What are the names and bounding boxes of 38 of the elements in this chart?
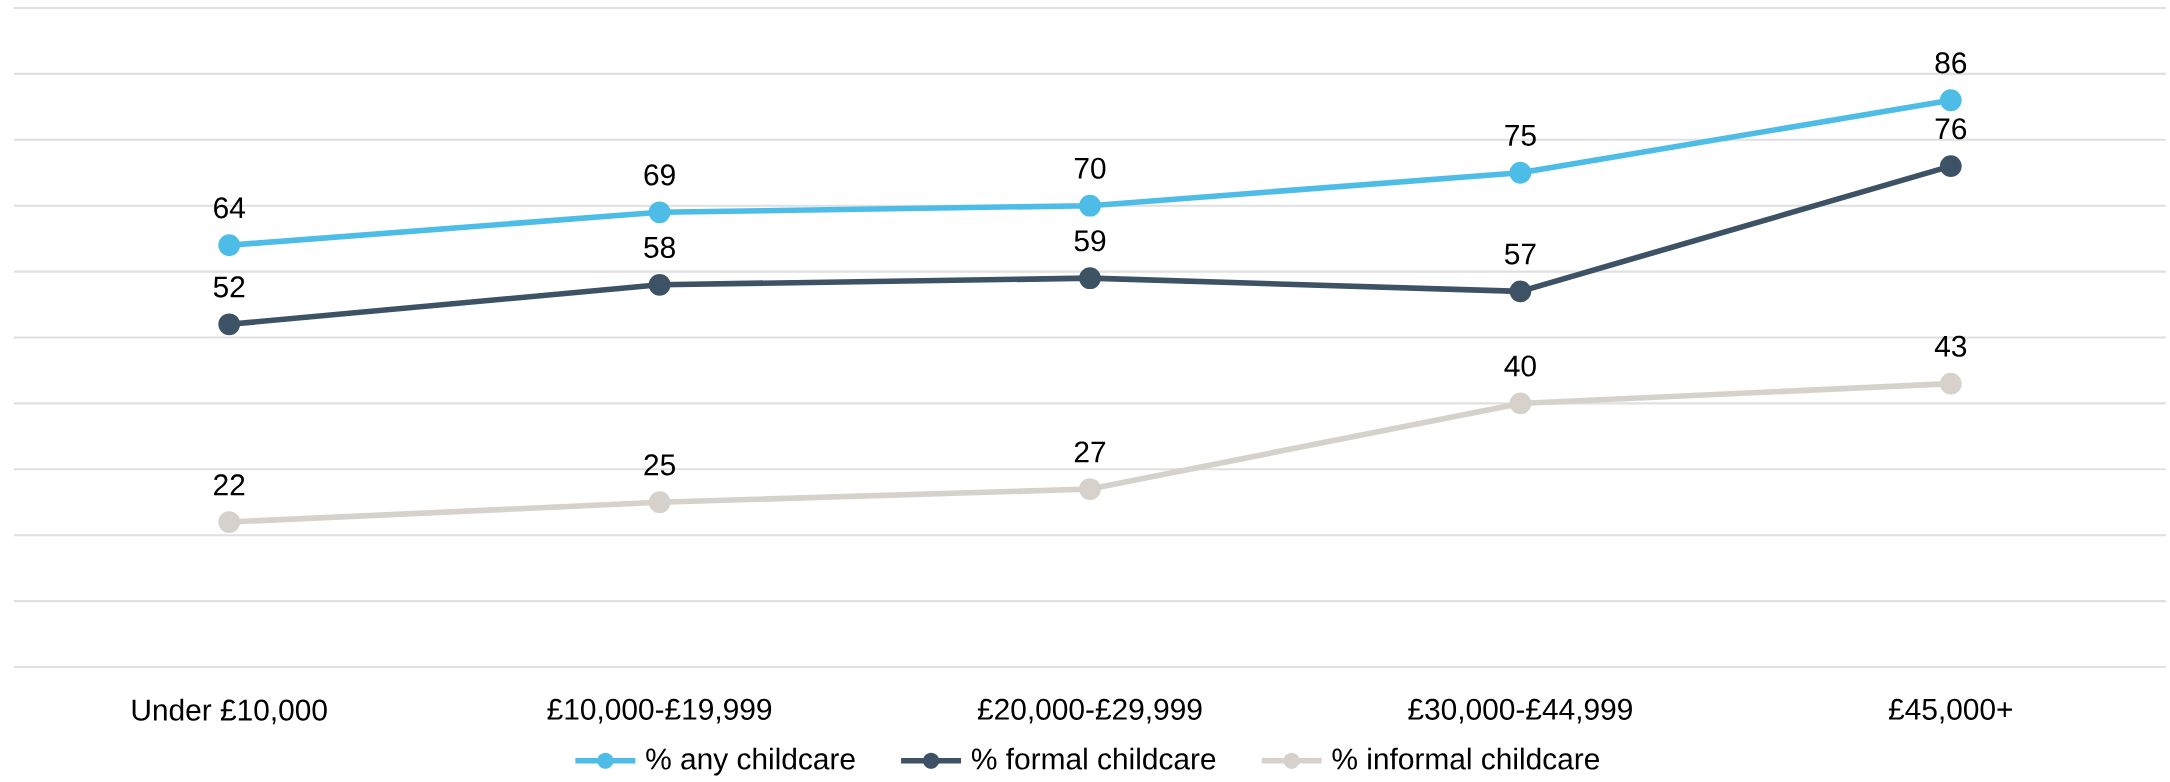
point [1939, 89, 1962, 112]
point [1509, 280, 1532, 303]
x-tick-label: £30,000-£44,999 [1408, 698, 1632, 724]
data-label: 27 [1074, 441, 1106, 463]
x-tick-label: Under £10,000 [132, 698, 327, 725]
point [648, 273, 671, 296]
point [218, 313, 241, 336]
data-label: 86 [1935, 52, 1967, 74]
point [648, 491, 671, 514]
data-label: 57 [1504, 243, 1536, 265]
data-label: 58 [644, 236, 675, 258]
point [1939, 155, 1962, 178]
point [1079, 267, 1101, 290]
data-label: 69 [644, 164, 675, 186]
point [1509, 161, 1532, 184]
point [1079, 194, 1101, 217]
x-tick-label: £20,000-£29,999 [977, 698, 1202, 724]
data-label: 59 [1074, 230, 1106, 252]
data-label: 75 [1505, 125, 1536, 146]
x-tick-label: £10,000-£19,999 [547, 698, 772, 724]
data-label: 43 [1934, 335, 1967, 357]
data-label: 70 [1074, 157, 1106, 179]
point [1939, 372, 1962, 395]
data-label: 52 [213, 276, 245, 298]
x-tick-label: £45,000+ [1888, 698, 2013, 724]
point [1509, 392, 1532, 415]
point [648, 201, 671, 224]
data-label: 40 [1504, 355, 1536, 377]
data-label: 25 [644, 454, 675, 476]
legend-label: % informal childcare [1332, 747, 1599, 770]
data-label: 64 [214, 197, 245, 219]
legend-label: % any childcare [646, 747, 855, 776]
point [1079, 478, 1101, 500]
data-label: 76 [1935, 118, 1967, 140]
point [218, 511, 241, 533]
data-label: 22 [214, 474, 245, 496]
point [218, 234, 241, 257]
legend-label: % formal childcare [971, 747, 1216, 770]
